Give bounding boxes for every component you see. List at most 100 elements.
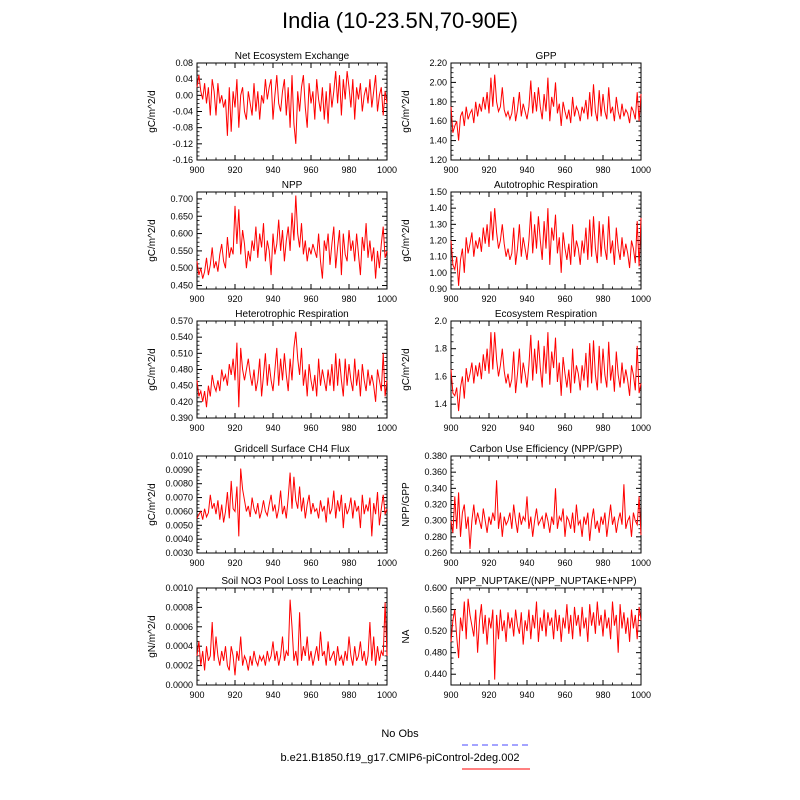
panel-5-ytick-label: 0.450 bbox=[170, 381, 193, 391]
panel-1-ytick-label: -0.16 bbox=[172, 155, 193, 165]
panel-4-ytick-label: 0.90 bbox=[429, 284, 447, 294]
panel-6-ytick-label: 2.0 bbox=[434, 316, 447, 326]
panel-1-xtick-label: 920 bbox=[227, 165, 242, 175]
panel-8-ytick-label: 0.260 bbox=[424, 548, 447, 558]
panel-3-xtick-label: 940 bbox=[265, 294, 280, 304]
panel-9-xtick-label: 980 bbox=[341, 690, 356, 700]
panel-2-ytick-label: 1.40 bbox=[429, 136, 447, 146]
panel-3-xtick-label: 900 bbox=[189, 294, 204, 304]
panel-1-ylabel: gC/m^2/d bbox=[147, 90, 158, 133]
panel-1-xtick-label: 980 bbox=[341, 165, 356, 175]
panel-3-ytick-label: 0.550 bbox=[170, 246, 193, 256]
panel-9-ylabel: gN/m^2/d bbox=[147, 615, 158, 658]
panel-9-title: Soil NO3 Pool Loss to Leaching bbox=[221, 576, 362, 587]
panel-5-xtick-label: 920 bbox=[227, 423, 242, 433]
panel-7-ytick-label: 0.0090 bbox=[165, 465, 193, 475]
panel-7-title: Gridcell Surface CH4 Flux bbox=[234, 444, 350, 455]
panel-8-title: Carbon Use Efficiency (NPP/GPP) bbox=[470, 444, 623, 455]
panel-10-ytick-label: 0.520 bbox=[424, 626, 447, 636]
panel-10-xtick-label: 980 bbox=[595, 690, 610, 700]
panel-5-ytick-label: 0.510 bbox=[170, 348, 193, 358]
panel-2-series-line bbox=[450, 74, 642, 141]
panel-2-xtick-label: 960 bbox=[557, 165, 572, 175]
panel-6-xtick-label: 960 bbox=[557, 423, 572, 433]
panel-4-xtick-label: 980 bbox=[595, 294, 610, 304]
panel-2-ytick-label: 1.20 bbox=[429, 155, 447, 165]
panel-10-ylabel: NA bbox=[401, 629, 412, 643]
panel-1-ytick-label: -0.04 bbox=[172, 107, 193, 117]
panel-1-ytick-label: -0.12 bbox=[172, 139, 193, 149]
legend-no-obs-swatch bbox=[462, 744, 530, 746]
panel-9-xtick-label: 960 bbox=[303, 690, 318, 700]
panel-1-ytick-label: 0.00 bbox=[175, 90, 193, 100]
panel-10-title: NPP_NUPTAKE/(NPP_NUPTAKE+NPP) bbox=[455, 576, 636, 587]
panel-3-ytick-label: 0.500 bbox=[170, 263, 193, 273]
panel-5-xtick-label: 960 bbox=[303, 423, 318, 433]
panel-2-xtick-label: 1000 bbox=[631, 165, 651, 175]
panel-10-series-line bbox=[450, 598, 642, 680]
panel-4-ytick-label: 1.50 bbox=[429, 187, 447, 197]
panel-8-series-line bbox=[450, 480, 642, 550]
panel-2-title: GPP bbox=[535, 51, 556, 62]
panel-4-ytick-label: 1.20 bbox=[429, 236, 447, 246]
panel-2-ylabel: gC/m^2/d bbox=[401, 90, 412, 133]
panel-5-xtick-label: 980 bbox=[341, 423, 356, 433]
panel-9-frame bbox=[196, 587, 388, 686]
panel-1-xtick-label: 1000 bbox=[377, 165, 397, 175]
panel-3-xtick-label: 980 bbox=[341, 294, 356, 304]
panel-10-ytick-label: 0.440 bbox=[424, 669, 447, 679]
panel-10-ytick-label: 0.480 bbox=[424, 648, 447, 658]
panel-7-ytick-label: 0.0030 bbox=[165, 548, 193, 558]
panel-1-series-line bbox=[196, 71, 388, 144]
panel-2-xtick-label: 900 bbox=[443, 165, 458, 175]
panel-3-title: NPP bbox=[282, 180, 303, 191]
panel-3-series-line bbox=[196, 195, 388, 279]
panel-5-xtick-label: 940 bbox=[265, 423, 280, 433]
panel-7-ytick-label: 0.0040 bbox=[165, 534, 193, 544]
panel-9-xtick-label: 1000 bbox=[377, 690, 397, 700]
panel-6-xtick-label: 940 bbox=[519, 423, 534, 433]
panel-10-xtick-label: 920 bbox=[481, 690, 496, 700]
panel-4-ytick-label: 1.40 bbox=[429, 203, 447, 213]
panel-7-xtick-label: 940 bbox=[265, 558, 280, 568]
panel-5-ytick-label: 0.540 bbox=[170, 332, 193, 342]
panel-10-ytick-label: 0.600 bbox=[424, 583, 447, 593]
panel-10-xtick-label: 1000 bbox=[631, 690, 651, 700]
panel-4-ytick-label: 1.30 bbox=[429, 219, 447, 229]
panel-2-ytick-label: 2.20 bbox=[429, 58, 447, 68]
panel-5-xtick-label: 900 bbox=[189, 423, 204, 433]
panel-10-ytick-label: 0.560 bbox=[424, 605, 447, 615]
panel-7-series-line bbox=[196, 468, 388, 537]
panel-1-ytick-label: 0.08 bbox=[175, 58, 193, 68]
panel-4-ytick-label: 1.00 bbox=[429, 268, 447, 278]
figure-title: India (10-23.5N,70-90E) bbox=[281, 8, 519, 33]
panel-6-ytick-label: 1.6 bbox=[434, 371, 447, 381]
panel-2-xtick-label: 920 bbox=[481, 165, 496, 175]
panel-6-title: Ecosystem Respiration bbox=[495, 309, 597, 320]
panel-10-xtick-label: 960 bbox=[557, 690, 572, 700]
panel-10-xtick-label: 900 bbox=[443, 690, 458, 700]
panel-3-xtick-label: 920 bbox=[227, 294, 242, 304]
panel-5-ytick-label: 0.480 bbox=[170, 365, 193, 375]
panel-3-ytick-label: 0.600 bbox=[170, 229, 193, 239]
panel-6-series-line bbox=[450, 332, 642, 412]
panel-1-xtick-label: 960 bbox=[303, 165, 318, 175]
legend-model-run-label: b.e21.B1850.f19_g17.CMIP6-piControl-2deg… bbox=[280, 752, 520, 764]
legend-no-obs-label: No Obs bbox=[381, 728, 419, 740]
legend-model-run-swatch bbox=[462, 768, 530, 770]
panel-8-xtick-label: 900 bbox=[443, 558, 458, 568]
panel-4-ytick-label: 1.10 bbox=[429, 252, 447, 262]
panel-8-ytick-label: 0.360 bbox=[424, 467, 447, 477]
panel-2-ytick-label: 2.00 bbox=[429, 77, 447, 87]
panel-8-xtick-label: 920 bbox=[481, 558, 496, 568]
panel-2-ytick-label: 1.80 bbox=[429, 97, 447, 107]
panel-3-ytick-label: 0.450 bbox=[170, 281, 193, 291]
panel-7-ytick-label: 0.0070 bbox=[165, 493, 193, 503]
panel-5-series-line bbox=[196, 331, 388, 408]
panel-9-xtick-label: 900 bbox=[189, 690, 204, 700]
panel-5-ytick-label: 0.420 bbox=[170, 397, 193, 407]
panel-7-xtick-label: 920 bbox=[227, 558, 242, 568]
panel-3-ylabel: gC/m^2/d bbox=[147, 219, 158, 262]
panel-5-xtick-label: 1000 bbox=[377, 423, 397, 433]
panel-8-xtick-label: 940 bbox=[519, 558, 534, 568]
